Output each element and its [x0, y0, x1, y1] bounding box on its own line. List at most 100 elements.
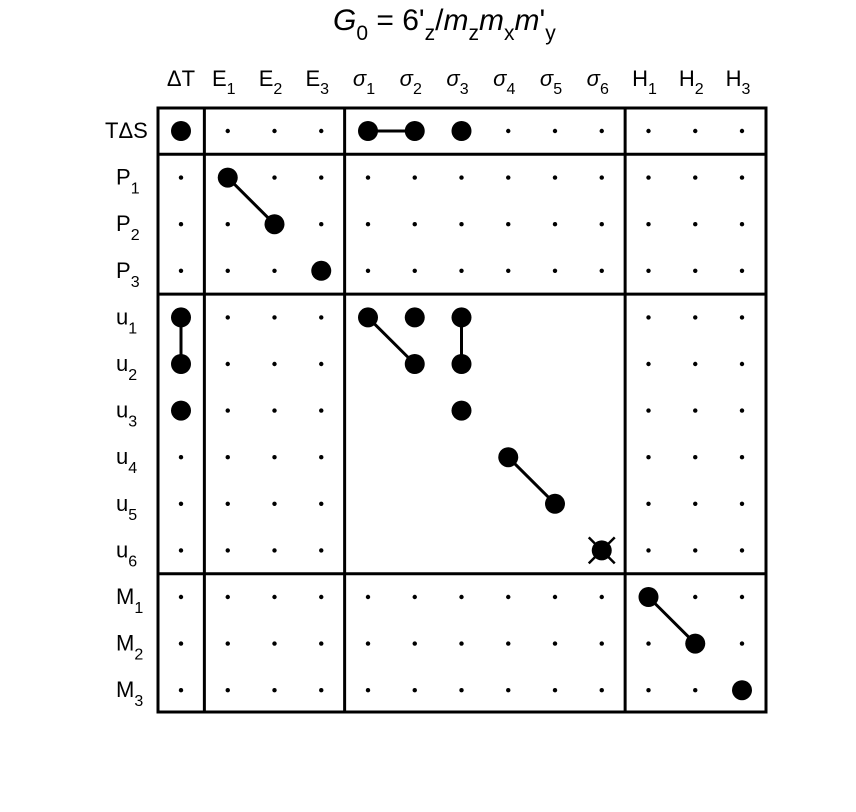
zero-element	[739, 128, 745, 134]
nonzero-element	[404, 121, 425, 141]
title-y: y	[545, 22, 556, 45]
zero-element	[272, 315, 277, 320]
column-label-sub: 2	[273, 81, 282, 98]
row-label: P2	[116, 211, 140, 244]
zero-element	[646, 268, 651, 273]
row-label-main: TΔS	[105, 118, 148, 143]
nonzero-element	[171, 121, 191, 141]
nonzero-element	[171, 307, 191, 328]
zero-element	[225, 268, 230, 273]
zero-element	[552, 175, 558, 180]
zero-element	[693, 688, 698, 693]
row-label: u3	[116, 398, 137, 431]
zero-element	[693, 268, 698, 273]
zero-element	[178, 455, 184, 460]
column-label-main: H	[679, 66, 695, 91]
column-label: σ6	[587, 66, 609, 98]
column-label-sub: 2	[695, 81, 704, 98]
nonzero-element	[498, 447, 519, 468]
zero-element	[178, 222, 184, 227]
zero-element	[506, 641, 511, 646]
row-label-sub: 1	[128, 320, 137, 337]
zero-element	[225, 594, 230, 600]
zero-element	[693, 315, 698, 320]
zero-element	[693, 408, 698, 413]
zero-element	[552, 594, 558, 600]
zero-element	[412, 268, 417, 273]
column-label-main: σ	[540, 66, 554, 91]
zero-element	[646, 222, 651, 227]
column-label: H3	[726, 66, 751, 98]
zero-element	[646, 175, 651, 180]
zero-element	[459, 594, 464, 600]
nonzero-element	[451, 121, 472, 141]
nonzero-element	[451, 400, 472, 421]
nonzero-element	[264, 214, 285, 235]
zero-element	[506, 594, 511, 600]
column-label-main: σ	[400, 66, 414, 91]
column-label: σ2	[400, 66, 422, 98]
column-label-sub: 2	[413, 81, 422, 98]
zero-element	[272, 175, 277, 180]
column-label: σ3	[446, 66, 468, 98]
zero-element	[225, 501, 230, 506]
zero-element	[178, 688, 184, 693]
zero-element	[739, 408, 745, 413]
nonzero-element	[171, 354, 191, 374]
column-label-sub: 3	[460, 81, 469, 98]
zero-element	[506, 268, 511, 273]
column-label: E1	[212, 66, 236, 98]
zero-element	[739, 361, 745, 367]
zero-element	[319, 361, 324, 367]
zero-element	[599, 128, 604, 134]
zero-element	[459, 268, 464, 273]
zero-element	[319, 455, 324, 460]
title-m3: m	[514, 4, 539, 37]
zero-element	[693, 222, 698, 227]
column-label: σ1	[353, 66, 375, 98]
column-label-sub: 1	[366, 81, 375, 98]
zero-element	[739, 455, 745, 460]
column-label: H2	[679, 66, 704, 98]
zero-element	[646, 501, 651, 506]
zero-element	[225, 128, 230, 134]
zero-element	[459, 175, 464, 180]
zero-element	[365, 594, 371, 600]
nonzero-element	[638, 587, 659, 607]
row-label: M1	[116, 584, 143, 617]
title-z2: z	[468, 22, 479, 45]
title-eq: = 6'	[368, 4, 425, 37]
row-label: M3	[116, 677, 143, 710]
zero-element	[459, 688, 464, 693]
zero-element	[272, 408, 277, 413]
nonzero-element	[685, 633, 706, 654]
zero-element	[272, 594, 277, 600]
zero-element	[225, 641, 230, 646]
zero-element	[319, 548, 324, 553]
element-link	[226, 176, 276, 226]
zero-element	[693, 594, 698, 600]
row-label-main: u	[116, 351, 128, 376]
column-label: H1	[632, 66, 657, 98]
column-label-sub: 6	[600, 81, 609, 98]
zero-element	[646, 548, 651, 553]
row-label-sub: 2	[128, 367, 137, 384]
zero-element	[693, 128, 698, 134]
zero-element	[693, 548, 698, 553]
zero-element	[319, 408, 324, 413]
column-label-main: H	[726, 66, 742, 91]
nonzero-element	[311, 260, 332, 281]
title-g: G	[333, 4, 356, 37]
zero-element	[412, 222, 417, 227]
zero-element	[272, 548, 277, 553]
zero-element	[739, 268, 745, 273]
zero-element	[365, 688, 371, 693]
title-m1: m	[443, 4, 468, 37]
zero-element	[225, 315, 230, 320]
row-label-main: M	[116, 677, 134, 702]
row-label-sub: 4	[128, 460, 137, 477]
zero-element	[506, 688, 511, 693]
column-label-sub: 3	[741, 81, 750, 98]
zero-element	[599, 175, 604, 180]
